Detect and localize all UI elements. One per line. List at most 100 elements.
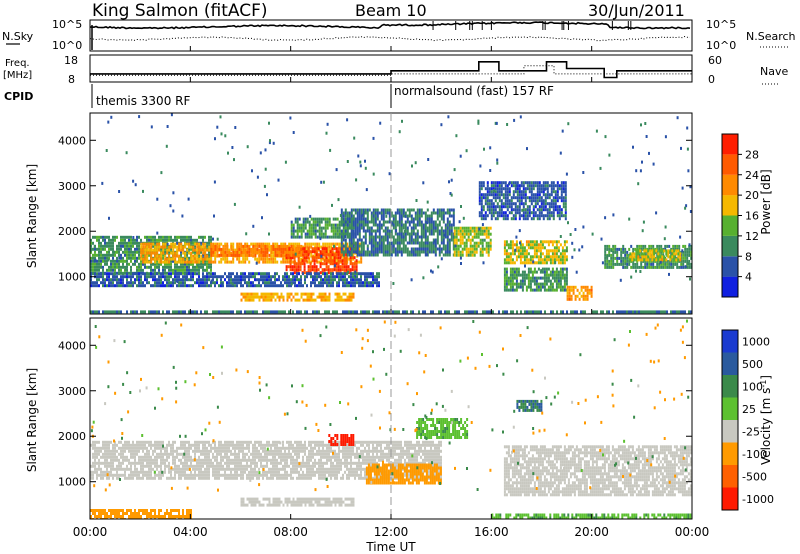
power-cell bbox=[342, 253, 345, 257]
power-cell bbox=[436, 214, 439, 218]
power-cell bbox=[511, 243, 514, 247]
power-cell bbox=[333, 262, 336, 266]
power-cell bbox=[376, 310, 378, 314]
power-cell bbox=[521, 255, 524, 259]
power-cell bbox=[487, 232, 490, 236]
power-cell bbox=[120, 256, 122, 260]
power-cell bbox=[174, 265, 176, 269]
power-cell bbox=[341, 265, 344, 269]
power-cell bbox=[614, 244, 617, 248]
power-cell bbox=[186, 262, 188, 266]
power-cell bbox=[616, 259, 619, 263]
power-cell bbox=[176, 254, 179, 258]
power-cell bbox=[308, 292, 311, 296]
power-cell bbox=[358, 235, 361, 239]
power-cell bbox=[394, 247, 397, 251]
power-cell bbox=[412, 241, 415, 245]
power-cell bbox=[98, 284, 100, 288]
power-cell bbox=[444, 244, 447, 248]
power-cell bbox=[418, 235, 421, 239]
power-cell bbox=[651, 252, 654, 256]
power-cell bbox=[340, 247, 343, 251]
power-cell bbox=[92, 310, 94, 314]
power-cell bbox=[362, 235, 365, 239]
power-cell bbox=[188, 245, 191, 249]
power-cell bbox=[152, 272, 154, 276]
power-cell bbox=[344, 220, 347, 224]
power-cell bbox=[513, 273, 516, 277]
power-cell bbox=[432, 250, 435, 254]
power-cell bbox=[294, 242, 297, 246]
power-cell bbox=[356, 220, 359, 224]
power-cell bbox=[146, 257, 149, 261]
power-cell bbox=[539, 249, 542, 253]
power-cell bbox=[348, 223, 351, 227]
power-cell bbox=[272, 260, 275, 264]
power-cell bbox=[448, 232, 451, 236]
power-cell bbox=[134, 278, 136, 282]
power-cell bbox=[352, 310, 354, 314]
power-cell bbox=[392, 247, 395, 251]
power-cell bbox=[504, 196, 507, 200]
power-cell bbox=[392, 214, 395, 218]
power-cell bbox=[406, 217, 409, 221]
power-cell bbox=[240, 250, 243, 254]
power-cell bbox=[170, 281, 172, 285]
power-cell bbox=[606, 244, 609, 248]
power-cell bbox=[318, 220, 321, 224]
power-cell bbox=[345, 256, 348, 260]
power-cell bbox=[352, 295, 355, 299]
power-cell bbox=[274, 247, 277, 251]
power-cell bbox=[541, 258, 544, 262]
power-cell bbox=[506, 310, 508, 314]
power-cell bbox=[478, 199, 481, 203]
power-cell bbox=[515, 285, 518, 289]
power-cell bbox=[513, 276, 516, 280]
power-cell bbox=[286, 292, 289, 296]
power-cell bbox=[260, 247, 263, 251]
power-cell bbox=[294, 217, 297, 221]
power-cell bbox=[656, 244, 659, 248]
power-cell bbox=[412, 229, 415, 233]
power-cell bbox=[305, 256, 308, 260]
power-cell bbox=[208, 260, 211, 264]
power-cell bbox=[448, 253, 451, 257]
power-cell bbox=[518, 184, 521, 188]
power-cell bbox=[502, 214, 505, 218]
power-cell bbox=[535, 246, 538, 250]
power-cell bbox=[498, 205, 501, 209]
power-cell bbox=[551, 252, 554, 256]
power-cell bbox=[534, 199, 537, 203]
power-cell bbox=[535, 276, 538, 280]
power-cell bbox=[444, 310, 446, 314]
power-cell bbox=[536, 193, 539, 197]
power-cell bbox=[360, 226, 363, 230]
power-cell bbox=[198, 278, 200, 282]
power-cell bbox=[114, 238, 116, 242]
power-cell bbox=[408, 241, 411, 245]
power-cell bbox=[192, 260, 195, 264]
power-cell bbox=[206, 281, 208, 285]
power-cell bbox=[470, 310, 472, 314]
power-cell bbox=[519, 279, 522, 283]
power-cell bbox=[525, 240, 528, 244]
power-cell bbox=[338, 275, 340, 279]
power-cell bbox=[330, 281, 332, 285]
power-cell bbox=[489, 241, 492, 245]
power-cell bbox=[160, 260, 163, 264]
power-cell bbox=[266, 284, 268, 288]
power-cell bbox=[110, 259, 112, 263]
power-cell bbox=[532, 214, 535, 218]
power-cell bbox=[108, 272, 110, 276]
power-cell bbox=[524, 199, 527, 203]
power-cell bbox=[652, 262, 655, 266]
power-cell bbox=[156, 245, 159, 249]
power-cell bbox=[372, 275, 374, 279]
power-cell bbox=[92, 268, 94, 272]
power-cell bbox=[146, 235, 148, 239]
power-cell bbox=[502, 202, 505, 206]
power-cell bbox=[570, 310, 572, 314]
power-cell bbox=[496, 211, 499, 215]
power-cell bbox=[588, 291, 591, 295]
power-cell bbox=[230, 281, 232, 285]
